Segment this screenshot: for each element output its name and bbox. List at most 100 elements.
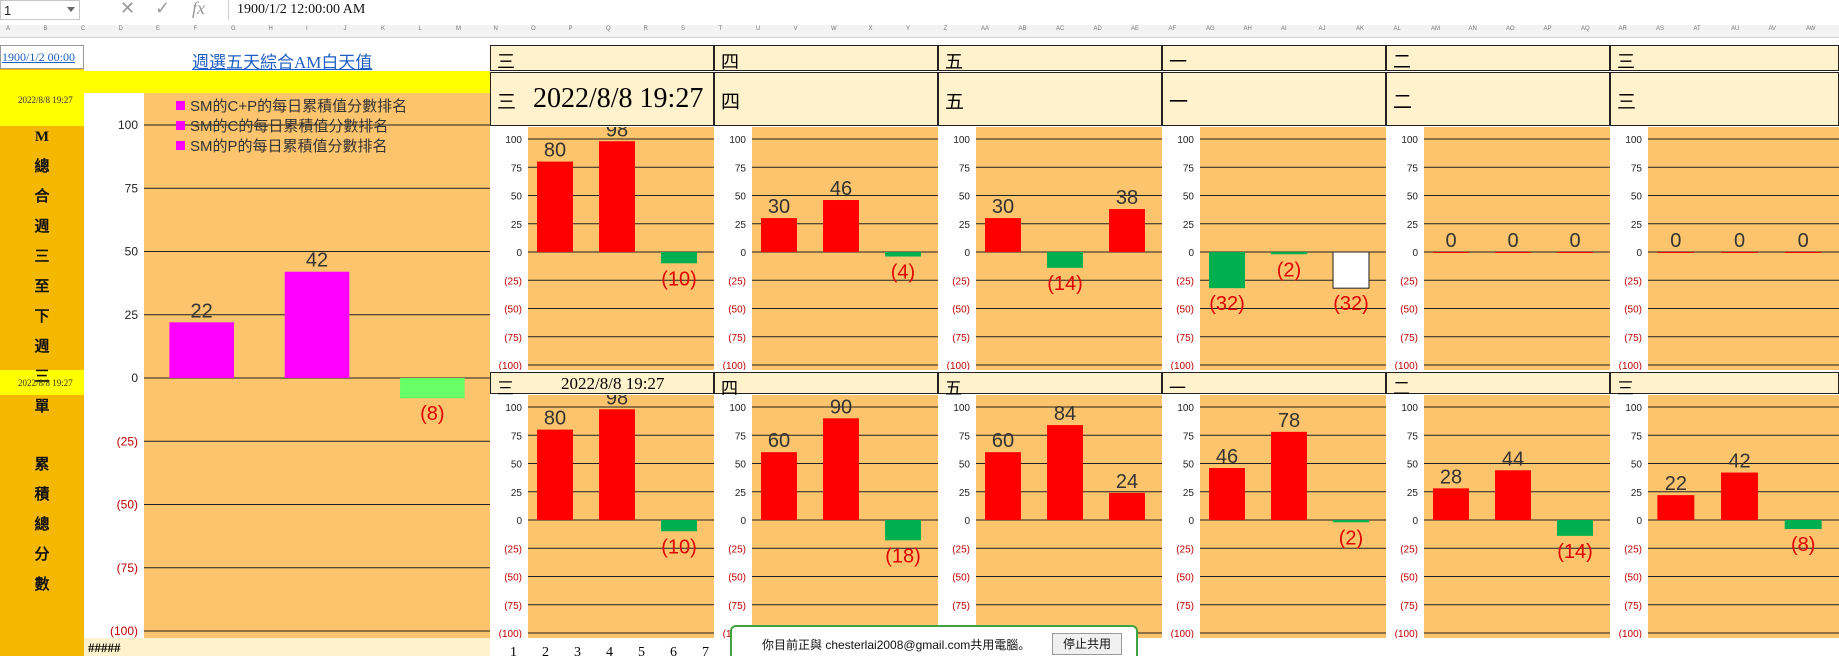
tick-label: 100 [1401,403,1418,414]
column-letter[interactable]: Q [606,26,611,32]
row-number[interactable]: 2 [542,645,549,656]
data-label: 42 [1728,451,1750,473]
tick-label: 0 [1636,516,1642,527]
column-letter[interactable]: R [643,26,648,32]
column-letter[interactable]: AH [1243,26,1252,32]
tick-label: 100 [118,118,138,132]
vertical-char: 下 [34,309,50,325]
row-number[interactable]: 5 [638,645,645,656]
column-letter[interactable]: X [868,26,873,32]
column-letter[interactable]: I [306,26,308,32]
column-letter[interactable]: AK [1356,26,1365,32]
bar [1721,252,1758,253]
column-letter[interactable]: O [531,26,536,32]
bar [1433,488,1469,520]
tick-label: 0 [964,248,970,259]
column-letter[interactable]: A [6,26,11,32]
confirm-icon[interactable]: ✓ [155,0,171,19]
mid-day-header: 五 [938,372,1162,398]
day-label: 二 [1393,379,1410,398]
column-letter[interactable]: H [268,26,273,32]
tick-label: 75 [511,431,523,442]
cancel-icon[interactable]: ✕ [120,0,136,19]
legend-label: SM的C的每日累積值分數排名 [190,118,389,135]
row-number[interactable]: 3 [574,645,581,656]
tick-label: 75 [1407,431,1419,442]
mini-chart: 100 75 50 25 0 (25) (50) (75) (100) 0 0 0 [1619,127,1839,370]
column-letter[interactable]: G [231,26,236,32]
bar [284,271,350,378]
column-letter[interactable]: S [681,26,686,32]
column-letter[interactable]: AQ [1581,26,1590,32]
column-letter[interactable]: AR [1618,26,1627,32]
bar [1657,495,1695,520]
main-title[interactable]: 週選五天綜合AM白天值 [192,53,373,72]
column-letter[interactable]: AE [1131,26,1140,32]
date-cell[interactable]: 1900/1/2 00:00 [0,45,84,69]
vertical-char: 三 [34,369,50,385]
column-letter[interactable]: AW [1806,26,1816,32]
data-label: 0 [1798,230,1809,252]
column-letter[interactable]: Y [906,26,911,32]
bar [1557,520,1593,536]
vertical-char: 總 [34,517,50,533]
name-box[interactable]: 1 [0,0,80,20]
column-letter[interactable]: E [156,26,161,32]
column-letter[interactable]: L [418,26,422,32]
column-letter[interactable]: AB [1018,26,1027,32]
column-letter[interactable]: C [81,26,86,32]
row-number[interactable]: 4 [606,645,613,656]
column-letter[interactable]: J [343,26,347,32]
bar [1433,252,1469,253]
data-label: 90 [830,396,852,418]
column-letter[interactable]: F [193,26,198,32]
bar [1333,520,1369,523]
tick-label: 50 [735,460,747,471]
row-number[interactable]: 7 [702,645,709,656]
tick-label: 50 [959,460,971,471]
stop-sharing-button[interactable]: 停止共用 [1052,633,1122,655]
formula-input[interactable]: 1900/1/2 12:00:00 AM [228,0,1839,20]
chevron-down-icon[interactable] [67,7,75,12]
column-letter[interactable]: M [456,26,461,32]
column-letter[interactable]: AV [1768,26,1777,32]
tick-label: 50 [1407,460,1419,471]
column-letter[interactable]: Z [943,26,948,32]
column-letter[interactable]: AI [1281,26,1287,32]
column-letter[interactable]: AP [1543,26,1552,32]
bar [169,322,234,378]
column-letter[interactable]: T [718,26,723,32]
column-letter[interactable]: U [756,26,761,32]
column-letter[interactable]: AC [1056,26,1065,32]
column-letter[interactable]: AF [1168,26,1177,32]
column-letter[interactable]: AA [981,26,990,32]
column-letter[interactable]: B [43,26,48,32]
column-letter[interactable]: N [493,26,498,32]
column-letter[interactable]: AL [1393,26,1401,32]
column-letter[interactable]: D [118,26,123,32]
column-letter[interactable]: AD [1093,26,1102,32]
column-letter[interactable]: W [831,26,837,32]
tick-label: (100) [499,629,522,638]
column-letter[interactable]: AN [1468,26,1477,32]
column-letter[interactable]: AJ [1318,26,1326,32]
column-letter[interactable]: AG [1206,26,1215,32]
row-number[interactable]: 1 [510,645,517,656]
column-letter[interactable]: K [381,26,386,32]
column-letter[interactable]: P [568,26,573,32]
column-letter[interactable]: AM [1431,26,1440,32]
data-label: 38 [1116,187,1138,209]
column-letter[interactable]: AO [1506,26,1515,32]
data-label: 22 [191,300,213,322]
tick-label: (75) [117,561,138,575]
tick-label: 75 [735,431,747,442]
column-letter[interactable]: AU [1731,26,1740,32]
fx-icon[interactable]: fx [192,0,205,18]
column-letter[interactable]: AS [1656,26,1665,32]
column-letter[interactable]: V [793,26,798,32]
main-chart: 100 75 50 25 0 (25) (50) (75) (100) 22 42 (8) [110,93,490,638]
row-number[interactable]: 6 [670,645,677,656]
tick-label: 100 [729,135,746,146]
column-letter[interactable]: AT [1693,26,1701,32]
tick-label: (100) [1395,361,1418,370]
